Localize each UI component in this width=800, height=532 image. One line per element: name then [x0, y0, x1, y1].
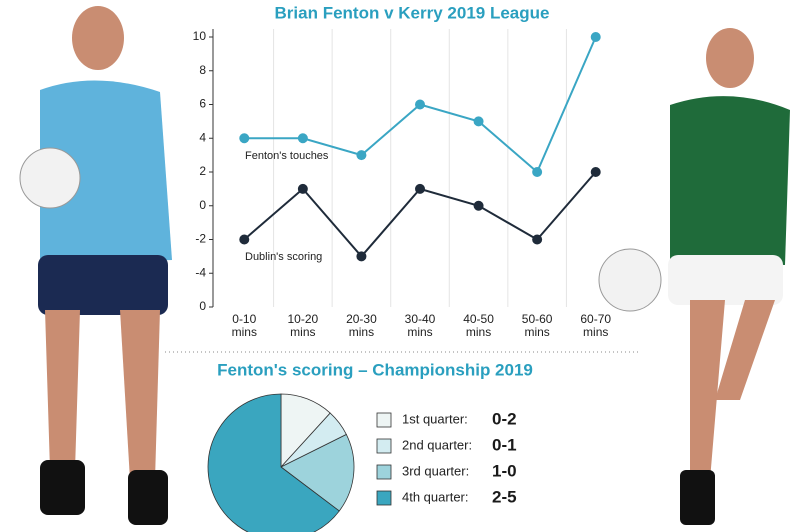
- value-label: 2-5: [492, 487, 517, 506]
- data-point: [473, 200, 484, 211]
- series-label: Fenton's touches: [245, 150, 329, 162]
- legend-swatch: [376, 438, 392, 454]
- y-tick-label: 2: [199, 164, 206, 178]
- value-label: 0-2: [492, 409, 517, 428]
- legend-label: 4th quarter:: [402, 489, 469, 504]
- x-tick-label: 0-10 mins: [231, 312, 257, 339]
- legend-label: 2nd quarter:: [402, 437, 472, 452]
- legend-swatch: [376, 490, 392, 506]
- y-tick-label: 0: [199, 198, 206, 212]
- data-point: [239, 234, 250, 245]
- data-point: [532, 234, 543, 245]
- legend-swatch: [376, 464, 392, 480]
- value-label: 1-0: [492, 461, 517, 480]
- data-point: [415, 99, 425, 110]
- legend-label: 3rd quarter:: [402, 463, 469, 478]
- data-point: [590, 167, 601, 177]
- data-point: [356, 150, 367, 161]
- data-point: [356, 251, 367, 262]
- player-right: [598, 28, 790, 525]
- y-tick-label: 8: [199, 63, 206, 77]
- x-tick-label: 20-30 mins: [346, 312, 377, 339]
- y-tick-label: 6: [199, 97, 206, 111]
- y-tick-label: 10: [193, 29, 207, 43]
- data-point: [415, 183, 425, 194]
- data-point: [590, 32, 601, 42]
- x-tick-label: 60-70 mins: [580, 312, 612, 339]
- data-point: [239, 133, 250, 144]
- data-point: [532, 167, 543, 177]
- data-point: [297, 183, 308, 194]
- series-label: Dublin's scoring: [245, 251, 322, 263]
- x-tick-label: 30-40 mins: [404, 312, 436, 339]
- pie-slice: [207, 393, 340, 532]
- player-left: [19, 6, 172, 525]
- value-label: 0-1: [492, 435, 517, 454]
- x-tick-label: 40-50 mins: [463, 312, 494, 339]
- data-point: [473, 116, 484, 127]
- y-tick-label: 4: [199, 130, 206, 144]
- chart-title: Brian Fenton v Kerry 2019 League: [275, 3, 550, 22]
- x-tick-label: 50-60 mins: [521, 312, 553, 339]
- y-tick-label: -4: [195, 265, 206, 279]
- x-tick-label: 10-20 mins: [287, 312, 319, 339]
- pie-title: Fenton's scoring – Championship 2019: [217, 360, 533, 379]
- data-point: [297, 133, 308, 144]
- y-tick-label: 0: [199, 299, 206, 313]
- legend-label: 1st quarter:: [402, 411, 468, 426]
- pie-slice: [280, 433, 355, 512]
- y-tick-label: -2: [195, 232, 206, 246]
- legend-swatch: [376, 412, 392, 428]
